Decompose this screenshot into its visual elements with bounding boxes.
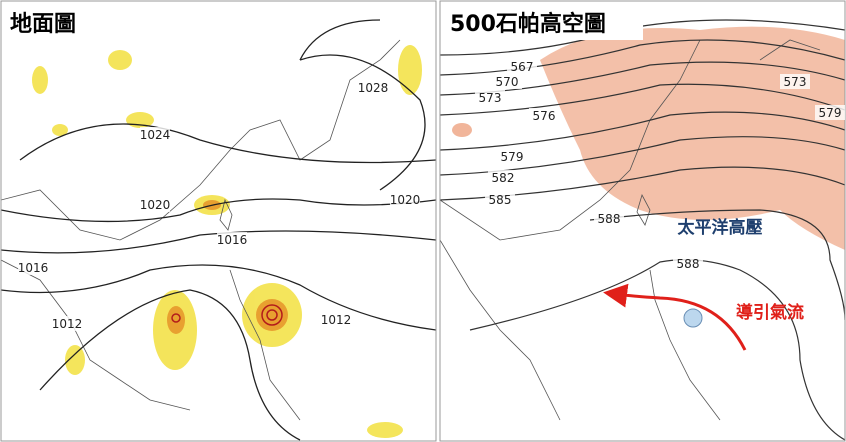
label-bg <box>52 316 82 331</box>
contour-label: 573 <box>479 91 502 105</box>
panel-border <box>439 0 846 442</box>
contour-label: 1020 <box>140 198 171 212</box>
label-bg <box>815 105 845 120</box>
annotation: 太平洋高壓 <box>678 217 763 238</box>
coastline <box>440 39 821 421</box>
contour-label: 1020 <box>390 193 421 207</box>
contour-label: 573 <box>784 75 807 89</box>
rain-shading <box>32 45 422 438</box>
contour-label: 585 <box>489 193 512 207</box>
panel-title: 500石帕高空圖 <box>450 11 606 37</box>
contour-label: 588 <box>598 212 621 226</box>
label-bg <box>140 197 170 212</box>
title-box <box>4 4 102 40</box>
contour-label: 570 <box>496 75 519 89</box>
label-bg <box>492 74 522 89</box>
label-bg <box>390 192 420 207</box>
label-bg <box>673 256 703 271</box>
height-contours <box>440 19 845 441</box>
label-bg <box>18 260 48 275</box>
contour-label: 567 <box>511 60 534 74</box>
contour-label: 579 <box>819 106 842 120</box>
label-bg <box>217 232 247 247</box>
isobars <box>1 19 436 441</box>
contour-label: 588 <box>677 257 700 271</box>
contour-label: 1016 <box>217 233 248 247</box>
contour-label: 579 <box>501 150 524 164</box>
title-box <box>443 4 643 40</box>
label-bg <box>780 74 810 89</box>
label-bg <box>358 80 388 95</box>
typhoon-center <box>683 308 703 328</box>
label-bg <box>485 192 515 207</box>
label-bg <box>529 108 559 123</box>
contour-label: 1016 <box>18 261 49 275</box>
contour-label: 1024 <box>140 128 171 142</box>
coastline <box>1 39 401 421</box>
contour-label: 582 <box>492 171 515 185</box>
label-bg <box>497 149 527 164</box>
typhoon-center <box>171 304 283 326</box>
label-bg <box>594 211 624 226</box>
contour-label: 1012 <box>52 317 83 331</box>
label-bg <box>321 312 351 327</box>
steering-arrow <box>603 283 747 351</box>
label-bg <box>507 59 537 74</box>
annotation: 導引氣流 <box>736 302 804 323</box>
upper-panel <box>440 1 845 441</box>
panel-border <box>0 0 437 442</box>
contour-label: 1028 <box>358 81 389 95</box>
panel-title: 地面圖 <box>10 12 76 37</box>
surface-panel <box>1 1 436 441</box>
label-bg <box>140 127 170 142</box>
contour-label: 1012 <box>321 313 352 327</box>
contour-label: 576 <box>533 109 556 123</box>
label-bg <box>475 90 505 105</box>
label-bg <box>488 170 518 185</box>
